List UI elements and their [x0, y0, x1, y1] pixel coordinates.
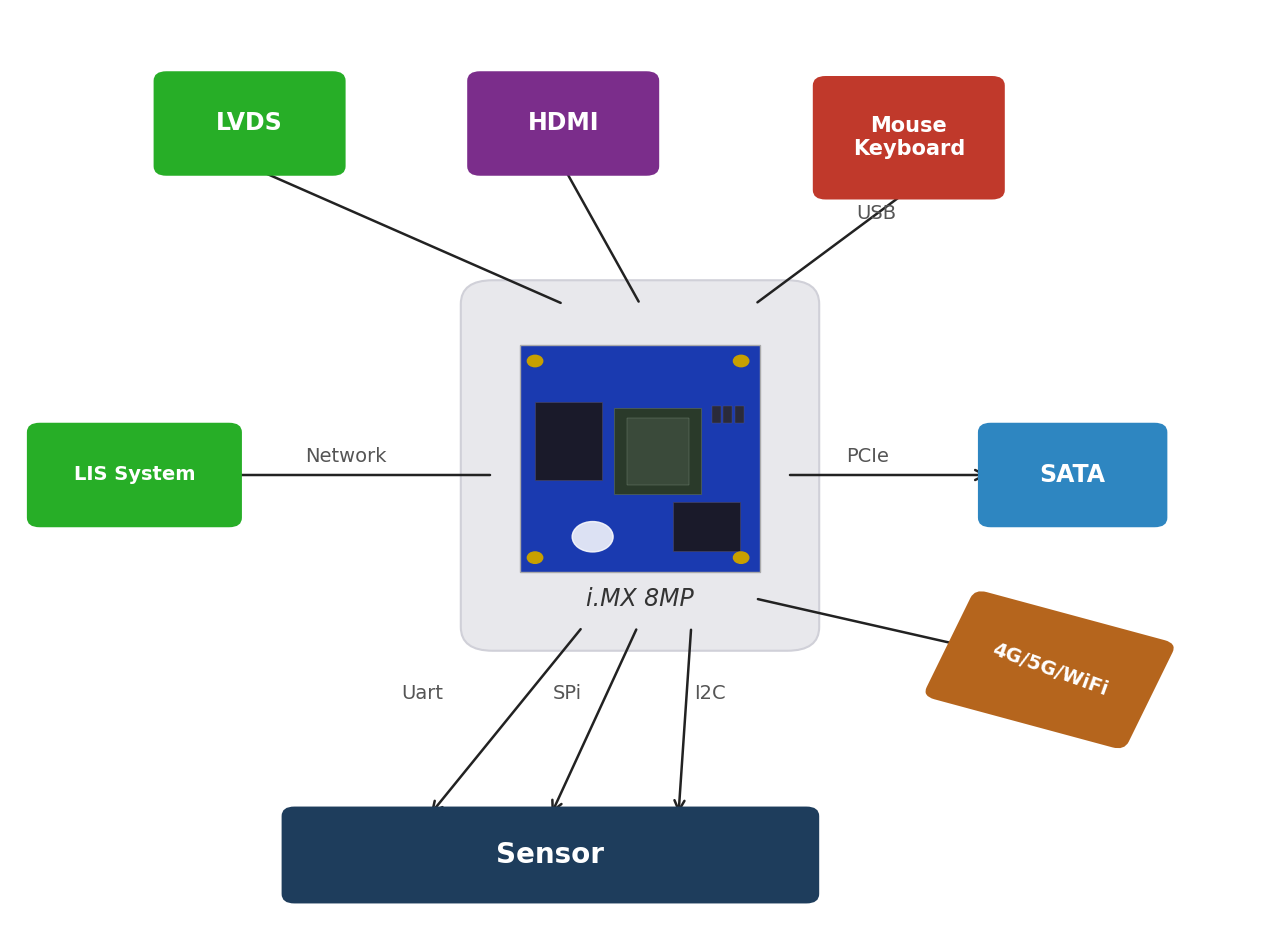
FancyBboxPatch shape	[535, 402, 602, 480]
Text: 4G/5G/WiFi: 4G/5G/WiFi	[989, 640, 1110, 699]
Circle shape	[572, 522, 613, 552]
Text: USB: USB	[856, 204, 897, 223]
FancyBboxPatch shape	[614, 408, 701, 494]
FancyBboxPatch shape	[813, 76, 1005, 200]
Text: LIS System: LIS System	[74, 466, 195, 484]
Text: SATA: SATA	[1039, 463, 1106, 487]
Text: I2C: I2C	[695, 684, 726, 703]
Circle shape	[733, 552, 749, 563]
Text: LVDS: LVDS	[216, 111, 283, 136]
FancyBboxPatch shape	[282, 807, 819, 903]
Circle shape	[527, 552, 543, 563]
FancyBboxPatch shape	[467, 71, 659, 176]
FancyBboxPatch shape	[27, 423, 242, 527]
Text: HDMI: HDMI	[527, 111, 599, 136]
FancyBboxPatch shape	[735, 406, 744, 423]
Text: Sensor: Sensor	[497, 841, 604, 869]
FancyBboxPatch shape	[978, 423, 1167, 527]
Text: SPi: SPi	[553, 684, 581, 703]
Circle shape	[733, 355, 749, 367]
FancyBboxPatch shape	[723, 406, 732, 423]
FancyBboxPatch shape	[627, 418, 689, 484]
Text: Mouse
Keyboard: Mouse Keyboard	[852, 116, 965, 160]
FancyBboxPatch shape	[925, 591, 1174, 749]
FancyBboxPatch shape	[154, 71, 346, 176]
Text: PCIe: PCIe	[846, 446, 890, 466]
FancyBboxPatch shape	[520, 345, 760, 572]
FancyBboxPatch shape	[461, 280, 819, 651]
Circle shape	[527, 355, 543, 367]
Text: Uart: Uart	[402, 684, 443, 703]
Text: i.MX 8MP: i.MX 8MP	[586, 586, 694, 611]
FancyBboxPatch shape	[673, 502, 740, 551]
FancyBboxPatch shape	[712, 406, 721, 423]
Text: Network: Network	[305, 446, 387, 466]
